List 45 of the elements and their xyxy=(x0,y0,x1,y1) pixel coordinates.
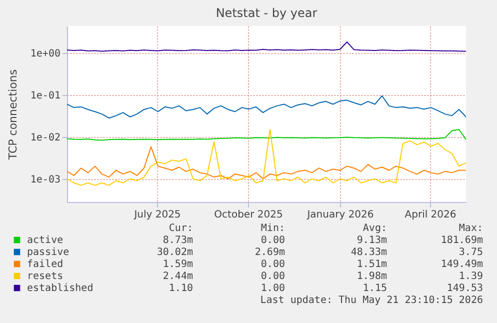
text: 1.98m xyxy=(356,271,387,282)
text: 9.13m xyxy=(356,235,387,246)
x-tick-label: July 2025 xyxy=(133,210,181,220)
text: Min: xyxy=(260,223,285,234)
line-series xyxy=(67,146,466,180)
text: 1.10 xyxy=(168,283,193,294)
line-series xyxy=(67,95,466,119)
y-axis-title: TCP connections xyxy=(6,69,20,161)
text: 30.02m xyxy=(156,247,193,258)
text: 149.53 xyxy=(446,283,483,294)
chart-title: Netstat - by year xyxy=(216,6,318,20)
line-series xyxy=(67,41,466,52)
legend-label: active xyxy=(27,235,64,246)
text: 149.49m xyxy=(440,259,483,270)
text: 181.69m xyxy=(440,235,483,246)
text: 1.59m xyxy=(162,259,193,270)
text: 0.00 xyxy=(260,259,285,270)
line-series xyxy=(67,128,466,186)
x-tick-label: October 2025 xyxy=(214,210,283,220)
y-tick-label: 1e+00 xyxy=(30,48,60,60)
text: 2.69m xyxy=(254,247,285,258)
x-tick-label: January 2026 xyxy=(306,210,374,220)
text: 1.39 xyxy=(458,271,483,282)
text: 8.73m xyxy=(162,235,193,246)
text: 1.00 xyxy=(260,283,285,294)
text: 48.33m xyxy=(350,247,387,258)
y-tick-label: 1e-02 xyxy=(30,132,60,144)
text: 0.00 xyxy=(260,235,285,246)
text: Avg: xyxy=(362,223,387,234)
legend-label: resets xyxy=(27,271,64,282)
text: 1.15 xyxy=(362,283,387,294)
y-tick-label: 1e-03 xyxy=(30,174,60,186)
text: 2.44m xyxy=(162,271,193,282)
line-series xyxy=(67,128,466,141)
text: Max: xyxy=(458,223,483,234)
text: 3.75 xyxy=(458,247,483,258)
text: 1.51m xyxy=(356,259,387,270)
x-tick-label: April 2026 xyxy=(404,210,456,220)
text: Cur: xyxy=(168,223,193,234)
legend-label: failed xyxy=(27,259,64,270)
legend-label: established xyxy=(27,283,94,294)
text: Last update: Thu May 21 23:10:15 2026 xyxy=(260,295,483,306)
legend-label: passive xyxy=(27,247,70,258)
text: 0.00 xyxy=(260,271,285,282)
y-tick-label: 1e-01 xyxy=(30,90,60,102)
